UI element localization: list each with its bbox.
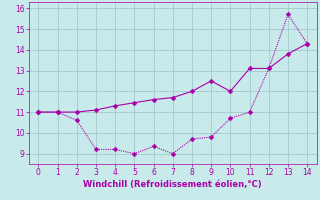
X-axis label: Windchill (Refroidissement éolien,°C): Windchill (Refroidissement éolien,°C) [84,180,262,189]
